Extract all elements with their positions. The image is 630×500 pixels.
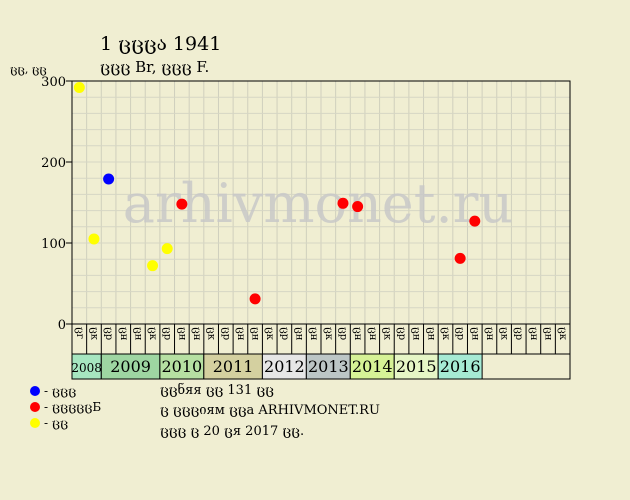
grid <box>72 81 570 324</box>
y-tick-label: 300 <box>41 75 66 90</box>
quarter-label: ცн <box>176 327 187 341</box>
year-band <box>305 353 351 380</box>
year-label: 2010 <box>161 357 202 376</box>
quarter-label: ცк <box>499 327 510 341</box>
y-tick-label: 100 <box>41 237 66 252</box>
quarter-label: ცн <box>294 327 305 341</box>
y-axis: 0 100 200 300 <box>41 75 72 333</box>
quarter-label: ცк <box>440 327 451 341</box>
quarter-label: ცн <box>352 327 363 341</box>
quarter-label: ცн <box>425 327 436 341</box>
quarter-label: ცн <box>484 327 495 341</box>
data-point <box>249 293 261 305</box>
quarter-label: ცн <box>528 327 539 341</box>
quarter-label: ცн <box>191 327 202 341</box>
legend-item-red: - ცცცცცБ <box>30 400 101 414</box>
chart-title: 1 ცცცა 1941 <box>100 33 221 55</box>
quarter-label: ცн <box>235 327 246 341</box>
quarter-label: ცк <box>88 327 99 341</box>
year-band <box>349 353 395 380</box>
year-axis: 2008 2009 2010 2011 2012 2013 2014 2015 2016 <box>71 353 571 380</box>
quarter-label: ცн <box>367 327 378 341</box>
quarter-label: ცк <box>206 327 217 341</box>
year-label: 2011 <box>213 357 254 376</box>
data-points <box>73 81 481 305</box>
quarter-label: ცк <box>323 327 334 341</box>
info-line-count: ცცნяя ცც 131 ცც <box>160 383 274 398</box>
year-label: 2009 <box>110 357 151 376</box>
quarter-label: ცр <box>162 327 173 340</box>
quarter-label: ცн <box>469 327 480 341</box>
year-label: 2013 <box>308 357 349 376</box>
info-line-source: ც ცცციям ცცa ARHIVMONET.RU <box>160 403 380 418</box>
quarter-label: ცн <box>543 327 554 341</box>
legend-label-red: - ცცცცცБ <box>44 400 102 414</box>
year-label: 2016 <box>440 357 481 376</box>
quarter-label: ცн <box>250 327 261 341</box>
data-point <box>147 260 159 272</box>
data-point <box>176 198 188 210</box>
quarter-label: ცр <box>103 327 114 340</box>
year-label: 2008 <box>71 361 102 375</box>
watermark: arhivmonet.ru <box>123 172 513 235</box>
quarter-label: ცк <box>264 327 275 341</box>
legend-swatch-red <box>30 402 40 412</box>
quarter-label: ცр <box>513 327 524 340</box>
quarter-label: ცн <box>132 327 143 341</box>
year-band <box>437 353 483 380</box>
year-label: 2015 <box>396 357 437 376</box>
y-tick-label: 0 <box>58 318 66 333</box>
year-axis-frame <box>71 353 571 380</box>
data-point <box>103 173 115 185</box>
legend-item-blue: - ცცც <box>30 384 76 398</box>
quarter-label: ცр <box>220 327 231 340</box>
quarter-label: ცр <box>396 327 407 340</box>
data-point <box>454 252 466 264</box>
quarter-label: ცг <box>74 327 85 339</box>
data-point <box>352 201 364 213</box>
quarter-label: ცк <box>381 327 392 341</box>
quarter-label: ცн <box>118 327 129 341</box>
data-point <box>469 215 481 227</box>
info-line-date: ცცც ც 20 ცя 2017 ცც. <box>160 424 305 439</box>
quarter-label: ცк <box>557 327 568 341</box>
legend-swatch-yellow <box>30 418 40 428</box>
year-band <box>261 353 307 380</box>
legend-item-yellow: - ცც <box>30 416 68 430</box>
data-point <box>161 243 173 255</box>
year-label: 2012 <box>264 357 305 376</box>
legend-label-blue: - ცცც <box>44 384 77 398</box>
year-band <box>393 353 439 380</box>
quarter-label: ცр <box>279 327 290 340</box>
legend-swatch-blue <box>30 386 40 396</box>
quarter-label: ცн <box>411 327 422 341</box>
data-point <box>73 81 85 93</box>
year-label: 2014 <box>352 357 393 376</box>
y-tick-label: 200 <box>41 156 66 171</box>
quarter-label: ცк <box>147 327 158 341</box>
quarter-label: ცр <box>337 327 348 340</box>
data-point <box>88 233 100 245</box>
quarter-label: ცр <box>455 327 466 340</box>
quarter-label: ცн <box>308 327 319 341</box>
y-axis-unit-label: ცც, ცც <box>10 63 47 76</box>
quarter-axis: ცг ცк ცр ცн ცн ცк ცр ცн ცн ცк ცр ცн ცн ცк ცр ცн ცн ცк ცр ცн… <box>71 324 571 354</box>
legend-label-yellow: - ცც <box>44 416 69 430</box>
data-point <box>337 197 349 209</box>
chart-subtitle: ცცც Br, ცცც F. <box>100 58 209 76</box>
